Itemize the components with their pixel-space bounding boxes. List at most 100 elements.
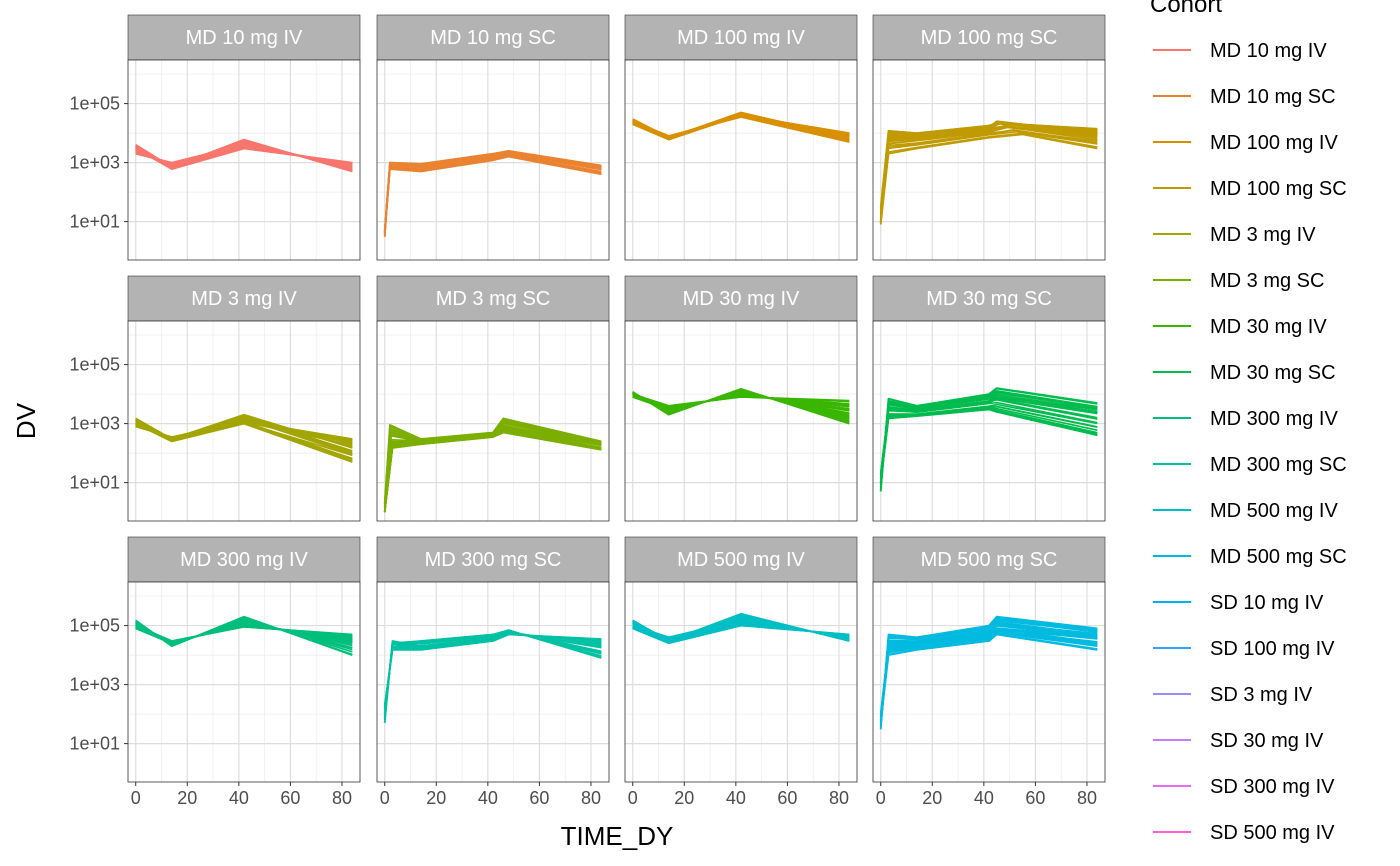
panel-9: MD 300 mg IV	[127, 536, 361, 783]
series-group	[879, 387, 1098, 492]
facet-strip-label: MD 3 mg IV	[191, 288, 297, 310]
facet-strip	[872, 536, 1106, 583]
panel-border	[127, 59, 361, 261]
x-tick-label: 0	[380, 788, 390, 808]
y-tick-label: 1e+03	[69, 414, 120, 434]
legend-title: Cohort	[1150, 0, 1222, 18]
legend-item: MD 300 mg IV	[1153, 408, 1338, 430]
panel-background	[873, 60, 1105, 260]
y-tick-label: 1e+03	[69, 675, 120, 695]
x-tick-label: 20	[177, 788, 197, 808]
series-group	[879, 615, 1098, 730]
panel-border	[872, 320, 1106, 522]
x-tick-label: 60	[529, 788, 549, 808]
series-group	[383, 629, 602, 724]
panel-background	[625, 60, 857, 260]
x-tick-label: 20	[674, 788, 694, 808]
panel-border	[127, 581, 361, 783]
facet-strip-label: MD 3 mg SC	[436, 288, 550, 310]
series-group	[135, 138, 353, 173]
panel-border	[376, 581, 610, 783]
legend-label: MD 300 mg SC	[1210, 454, 1347, 476]
legend-item: MD 300 mg SC	[1153, 454, 1347, 476]
facet-strip	[127, 275, 361, 322]
facet-strip-label: MD 100 mg SC	[921, 27, 1058, 49]
series-line	[632, 114, 850, 141]
y-tick-label: 1e+05	[69, 355, 120, 375]
facet-strip-label: MD 500 mg IV	[677, 549, 805, 571]
x-tick-label: 60	[777, 788, 797, 808]
facet-strip-label: MD 10 mg SC	[430, 27, 556, 49]
panel-background	[625, 582, 857, 782]
legend-item: MD 30 mg SC	[1153, 362, 1336, 384]
series-line	[383, 431, 602, 513]
facet-strip	[624, 14, 858, 61]
x-tick-label: 0	[628, 788, 638, 808]
panel-background	[377, 321, 609, 521]
panel-8: MD 30 mg SC	[872, 275, 1106, 522]
legend-label: MD 500 mg SC	[1210, 546, 1347, 568]
series-group	[632, 612, 850, 645]
facet-strip-label: MD 100 mg IV	[677, 27, 805, 49]
legend-item: MD 100 mg SC	[1153, 178, 1347, 200]
facet-strip-label: MD 30 mg SC	[926, 288, 1052, 310]
panel-11: MD 500 mg IV	[624, 536, 858, 783]
legend-label: MD 3 mg SC	[1210, 270, 1324, 292]
panel-7: MD 30 mg IV	[624, 275, 858, 522]
series-line	[879, 133, 1098, 225]
legend-label: MD 100 mg IV	[1210, 132, 1338, 154]
legend-label: SD 500 mg IV	[1210, 822, 1335, 844]
series-line	[383, 629, 602, 715]
series-line	[632, 393, 850, 407]
legend-item: SD 30 mg IV	[1153, 730, 1324, 752]
series-line	[383, 417, 602, 504]
axes: 1e+01 1e+03 1e+05 1e+01 1e+03 1e+05 1e+01 1e+03…	[69, 94, 1097, 808]
panel-border	[624, 581, 858, 783]
series-group	[383, 417, 602, 513]
legend-label: MD 300 mg IV	[1210, 408, 1338, 430]
series-group	[632, 111, 850, 143]
x-tick-label: 40	[229, 788, 249, 808]
y-tick-label: 1e+01	[69, 212, 120, 232]
x-tick-label: 80	[332, 788, 352, 808]
x-tick-label: 40	[478, 788, 498, 808]
facet-strip	[624, 536, 858, 583]
legend-item: MD 3 mg IV	[1153, 224, 1316, 246]
series-group	[135, 615, 353, 656]
facet-strip	[376, 14, 610, 61]
legend-item: MD 100 mg IV	[1153, 132, 1338, 154]
legend: Cohort MD 10 mg IV MD 10 mg SC MD 100 mg IV…	[1150, 0, 1347, 844]
panel-5: MD 3 mg IV	[127, 275, 361, 522]
panel-border	[872, 59, 1106, 261]
series-line	[632, 624, 850, 645]
series-line	[879, 408, 1098, 483]
legend-label: SD 30 mg IV	[1210, 730, 1324, 752]
x-tick-label: 40	[726, 788, 746, 808]
facet-strip-label: MD 30 mg IV	[683, 288, 800, 310]
series-line	[135, 624, 353, 642]
x-tick-label: 0	[876, 788, 886, 808]
legend-label: MD 10 mg IV	[1210, 40, 1327, 62]
panel-border	[376, 59, 610, 261]
x-tick-label: 20	[426, 788, 446, 808]
series-line	[879, 396, 1098, 474]
series-line	[879, 633, 1098, 724]
panel-border	[127, 320, 361, 522]
legend-label: MD 30 mg SC	[1210, 362, 1336, 384]
facet-strip-label: MD 500 mg SC	[921, 549, 1058, 571]
series-line	[135, 147, 353, 170]
panel-1: MD 10 mg IV	[127, 14, 361, 261]
y-tick-label: 1e+03	[69, 153, 120, 173]
facet-strip-label: MD 10 mg IV	[186, 27, 303, 49]
y-tick-label: 1e+05	[69, 94, 120, 114]
x-axis-title: TIME_DY	[561, 821, 674, 851]
series-group	[383, 150, 602, 238]
legend-item: SD 3 mg IV	[1153, 684, 1313, 706]
series-group	[135, 413, 353, 463]
series-line	[879, 627, 1098, 715]
facet-strip	[127, 14, 361, 61]
legend-label: SD 3 mg IV	[1210, 684, 1313, 706]
legend-item: MD 500 mg IV	[1153, 500, 1338, 522]
legend-label: MD 100 mg SC	[1210, 178, 1347, 200]
